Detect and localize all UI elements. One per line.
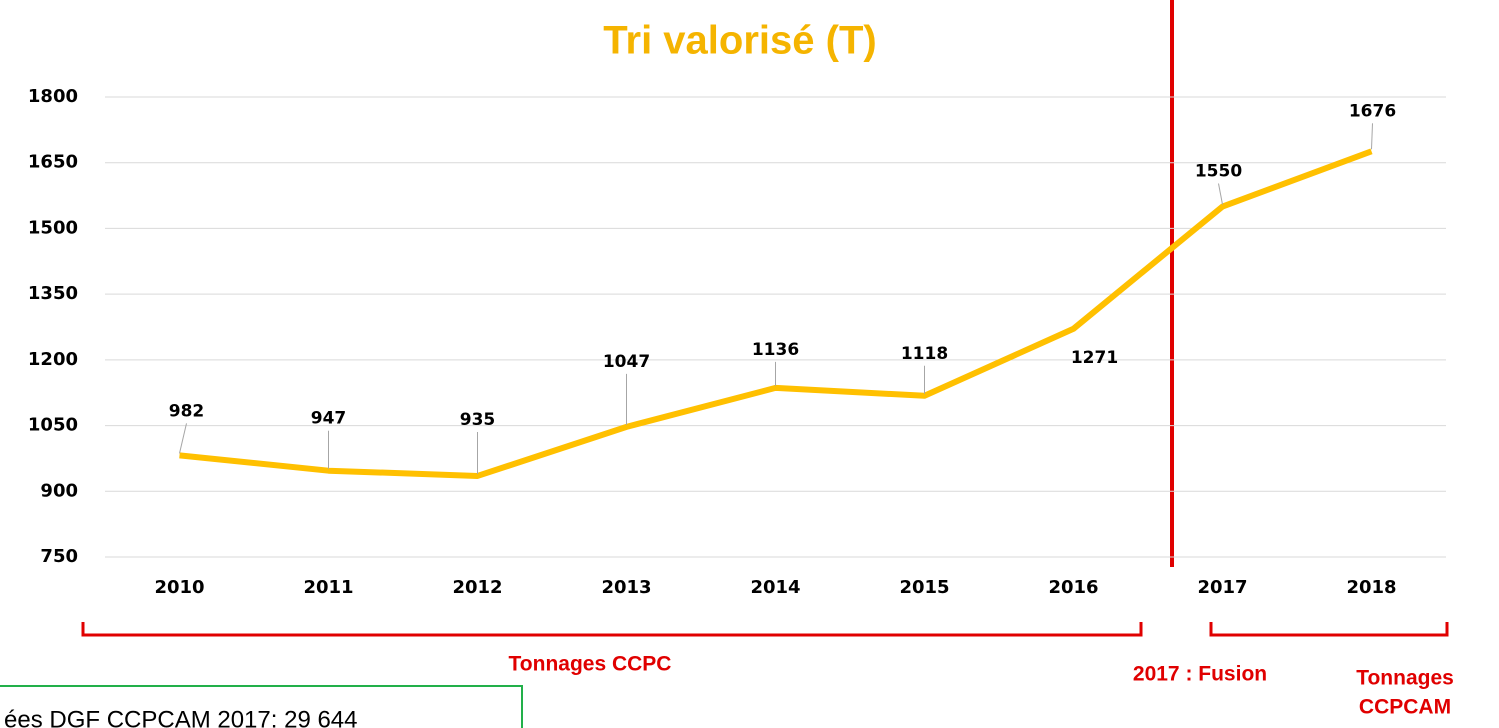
annotation: Tonnages	[1356, 667, 1454, 690]
data-label: 1676	[1349, 101, 1396, 121]
x-tick-label: 2015	[899, 577, 949, 598]
note: ées DGF CCPCAM 2017: 29 644	[4, 706, 358, 728]
bracket	[1209, 622, 1449, 637]
data-label: 1271	[1071, 348, 1118, 368]
data-label: 1550	[1195, 162, 1242, 182]
y-tick-label: 1800	[28, 86, 78, 107]
data-label: 982	[169, 401, 205, 421]
y-tick-label: 1200	[28, 349, 78, 370]
x-tick-label: 2013	[601, 577, 651, 598]
x-tick-label: 2017	[1197, 577, 1247, 598]
y-tick-label: 1500	[28, 217, 78, 238]
leader-line	[1371, 123, 1373, 150]
leader-line	[179, 423, 187, 454]
annotation: CCPCAM	[1359, 696, 1451, 719]
note-box	[0, 685, 523, 728]
x-tick-label: 2016	[1048, 577, 1098, 598]
data-label: 1047	[603, 352, 650, 372]
y-tick-label: 1350	[28, 283, 78, 304]
line	[179, 148, 1373, 479]
y-tick-label: 750	[40, 546, 78, 567]
x-tick-label: 2010	[154, 577, 204, 598]
data-label: 947	[311, 409, 347, 429]
x-tick-label: 2012	[452, 577, 502, 598]
bracket	[81, 622, 1143, 637]
data-label: 1136	[752, 340, 799, 360]
chart-title: Tri valorisé (T)	[603, 19, 876, 63]
data-label: 935	[460, 410, 496, 430]
x-tick-label: 2014	[750, 577, 800, 598]
annotation: Tonnages CCPC	[509, 653, 672, 676]
y-tick-label: 1650	[28, 152, 78, 173]
y-tick-label: 900	[40, 480, 78, 501]
leader-line	[1218, 183, 1223, 205]
x-tick-label: 2018	[1346, 577, 1396, 598]
x-tick-label: 2011	[303, 577, 353, 598]
annotation: 2017 : Fusion	[1133, 663, 1267, 686]
data-label: 1118	[901, 344, 948, 364]
y-tick-label: 1050	[28, 415, 78, 436]
